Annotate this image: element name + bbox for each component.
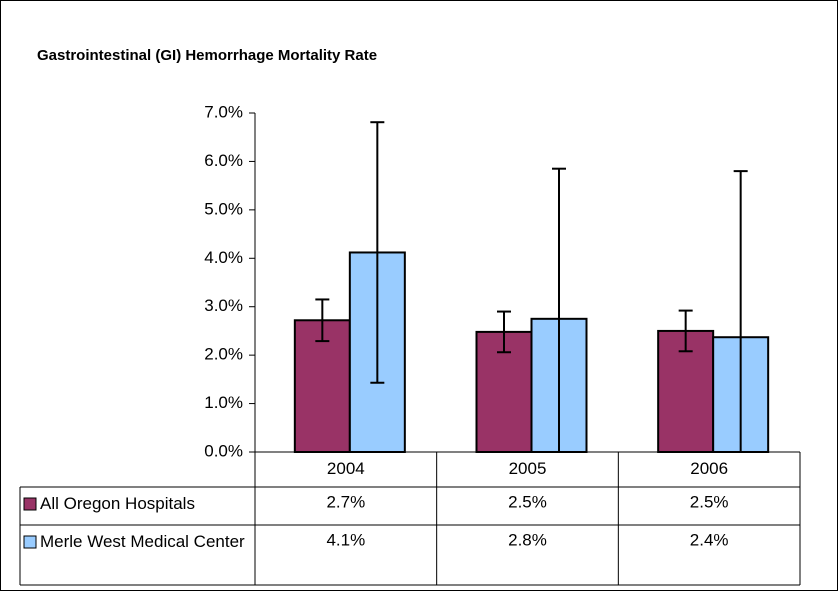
y-tick-label: 5.0%: [204, 199, 243, 218]
table-value: 2.8%: [508, 530, 547, 549]
y-tick-label: 3.0%: [204, 296, 243, 315]
y-tick-label: 6.0%: [204, 151, 243, 170]
chart-title: Gastrointestinal (GI) Hemorrhage Mortali…: [37, 47, 377, 64]
x-tick-label: 2006: [690, 459, 728, 478]
legend-label: Merle West Medical Center: [40, 532, 245, 551]
y-tick-label: 4.0%: [204, 248, 243, 267]
y-tick-label: 7.0%: [204, 102, 243, 121]
table-value: 2.5%: [508, 492, 547, 511]
legend-label: All Oregon Hospitals: [40, 494, 195, 513]
table-value: 2.7%: [326, 492, 365, 511]
legend-key: [23, 535, 37, 549]
table-value: 2.5%: [690, 492, 729, 511]
y-tick-label: 2.0%: [204, 345, 243, 364]
x-tick-label: 2004: [327, 459, 365, 478]
y-tick-label: 0.0%: [204, 441, 243, 460]
y-tick-label: 1.0%: [204, 393, 243, 412]
x-tick-label: 2005: [509, 459, 547, 478]
legend-key: [23, 497, 37, 511]
table-value: 2.4%: [690, 530, 729, 549]
table-value: 4.1%: [326, 530, 365, 549]
